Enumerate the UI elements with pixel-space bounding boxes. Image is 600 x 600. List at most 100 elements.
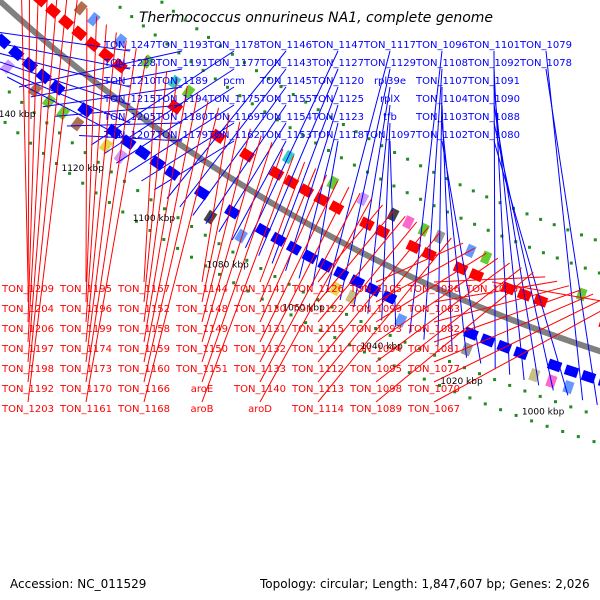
cog-feature (73, 0, 88, 16)
tick-mark (554, 400, 557, 404)
tick-mark (541, 251, 545, 255)
gene-label-line (143, 107, 220, 403)
forward-cds (77, 102, 94, 118)
gene-label-line (143, 93, 199, 363)
cog-feature (113, 149, 128, 164)
forward-cds (301, 249, 318, 265)
gene-label: TON_1206 (1, 324, 54, 335)
gene-label-line (201, 148, 284, 383)
tick-mark (407, 371, 411, 375)
tick-mark (218, 272, 221, 276)
reverse-cds (452, 261, 469, 276)
gene-label-line (433, 300, 600, 383)
gene-label: TON_1068 (465, 284, 518, 295)
gene-label: TON_1173 (59, 364, 112, 375)
reverse-cds (45, 3, 62, 19)
tick-mark (177, 51, 181, 55)
reverse-cds (313, 191, 330, 207)
gene-label: TON_1197 (1, 344, 54, 355)
gene-label-line (437, 86, 443, 346)
tick-mark (136, 189, 140, 193)
gene-label: TON_1095 (349, 364, 402, 375)
gene-label-line (27, 0, 48, 343)
gene-label: TON_1143 (259, 58, 312, 69)
tick-mark (204, 264, 207, 268)
tick-mark (250, 102, 254, 106)
gene-label-line (85, 16, 98, 303)
gene-label: tfb (383, 112, 397, 123)
gene-label-line (179, 68, 287, 208)
gene-label-line (0, 68, 131, 124)
tick-mark (523, 389, 527, 393)
gene-label-line (259, 186, 350, 363)
gene-label-line (27, 0, 39, 323)
gene-label: TON_1133 (233, 364, 286, 375)
tick-mark (238, 94, 242, 98)
tick-mark (279, 85, 283, 89)
cog-feature (417, 222, 431, 237)
tick-mark (392, 364, 396, 368)
tick-mark (260, 297, 264, 301)
tick-mark (68, 171, 72, 175)
gene-label: TON_1127 (311, 58, 364, 69)
gene-label: TON_1108 (415, 58, 468, 69)
tick-mark (318, 328, 322, 332)
tick-mark (463, 366, 466, 370)
cog-feature (329, 281, 343, 297)
gene-label-line (259, 168, 317, 303)
cog-feature (479, 250, 493, 265)
gene-label-line (325, 50, 391, 294)
tick-mark (16, 131, 20, 135)
gene-label: TON_1210 (103, 76, 156, 87)
map-title: Thermococcus onnurineus NA1, complete ge… (139, 10, 493, 26)
gene-label: TON_1174 (59, 344, 112, 355)
gene-label-line (493, 50, 496, 370)
tick-mark (153, 33, 157, 37)
tick-mark (583, 266, 587, 270)
tick-mark (597, 271, 600, 275)
gene-label: TON_1149 (175, 324, 228, 335)
tick-mark (275, 118, 279, 122)
tick-mark (486, 228, 490, 232)
gene-label-line (116, 86, 235, 164)
gene-label: TON_1123 (311, 112, 364, 123)
gene-label-line (433, 280, 558, 303)
gene-label-line (493, 104, 540, 386)
tick-mark (508, 383, 512, 387)
tick-mark (379, 177, 383, 181)
gene-label-line (441, 140, 482, 364)
gene-label-line (259, 198, 372, 403)
gene-label: aroE (191, 384, 213, 395)
tick-mark (552, 223, 556, 227)
gene-label: TON_1194 (155, 94, 208, 105)
forward-cds (349, 274, 366, 290)
forward-cds (563, 364, 580, 379)
tick-mark (471, 189, 475, 193)
reverse-cds (239, 147, 255, 163)
gene-label: TON_1209 (1, 284, 54, 295)
gene-label: TON_1101 (467, 40, 520, 51)
kbp-label: 1120 kbp (61, 164, 104, 174)
reverse-cds (421, 246, 437, 262)
tick-mark (3, 120, 7, 124)
tick-mark (438, 384, 441, 387)
gene-label-line (493, 122, 554, 391)
gene-label: TON_1167 (117, 284, 170, 295)
cog-feature (345, 289, 359, 305)
gene-label-line (317, 232, 441, 383)
tick-mark (165, 42, 169, 46)
gene-label: TON_1203 (1, 404, 54, 415)
tick-mark (107, 201, 111, 204)
gene-label-line (218, 122, 287, 233)
tick-mark (406, 157, 410, 161)
tick-mark (29, 141, 33, 145)
gene-label: TON_1141 (233, 284, 286, 295)
gene-label-line (143, 63, 157, 283)
gene-label: TON_1166 (117, 384, 170, 395)
gene-label-line (491, 281, 600, 302)
gene-label-line (6, 76, 131, 142)
tick-mark (545, 424, 549, 428)
gene-label-line (375, 247, 475, 303)
gene-label: TON_1131 (233, 324, 286, 335)
tick-mark (362, 350, 366, 354)
